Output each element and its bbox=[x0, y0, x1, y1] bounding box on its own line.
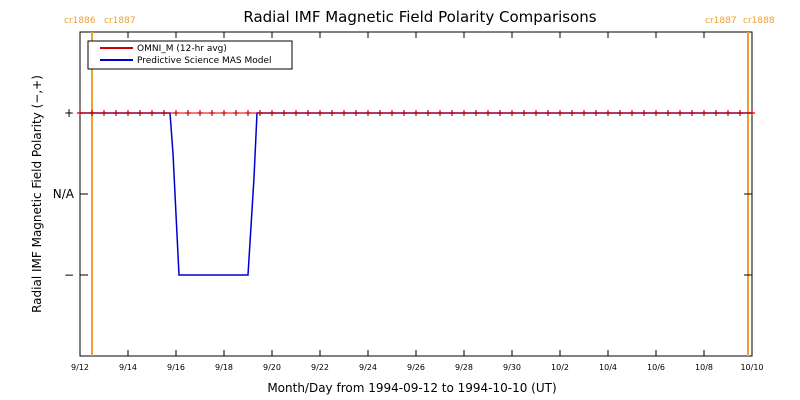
carrington-markers bbox=[91, 32, 749, 356]
omni-point bbox=[725, 110, 731, 116]
x-axis-ticks: 9/12 9/14 9/16 9/18 9/20 9/22 9/24 9/26 9/28 9/30… bbox=[71, 32, 764, 372]
omni-point bbox=[137, 110, 143, 116]
omni-point bbox=[653, 110, 659, 116]
x-tick-label: 9/14 bbox=[119, 363, 137, 372]
omni-point bbox=[689, 110, 695, 116]
omni-point bbox=[737, 110, 743, 116]
omni-point bbox=[485, 110, 491, 116]
legend-label-omni: OMNI_M (12-hr avg) bbox=[137, 44, 227, 54]
legend-box bbox=[87, 40, 293, 70]
omni-point bbox=[233, 110, 239, 116]
omni-point bbox=[581, 110, 587, 116]
omni-point bbox=[533, 110, 539, 116]
cr-marker-1-left-label: cr1886 bbox=[64, 16, 96, 26]
x-tick-label: 9/22 bbox=[311, 363, 329, 372]
omni-point bbox=[293, 110, 299, 116]
omni-point bbox=[473, 110, 479, 116]
omni-point bbox=[257, 110, 263, 116]
x-tick-label: 9/20 bbox=[263, 363, 281, 372]
omni-point bbox=[425, 110, 431, 116]
y-tick-label: + bbox=[64, 106, 74, 120]
x-tick-label: 9/24 bbox=[359, 363, 377, 372]
omni-point bbox=[629, 110, 635, 116]
cr-marker-2-left-label: cr1887 bbox=[705, 16, 737, 26]
omni-point bbox=[509, 110, 515, 116]
omni-point bbox=[593, 110, 599, 116]
x-tick-label: 9/30 bbox=[503, 363, 521, 372]
x-tick-label: 9/12 bbox=[71, 363, 89, 372]
x-tick-label: 10/4 bbox=[599, 363, 617, 372]
omni-point bbox=[665, 110, 671, 116]
omni-point bbox=[173, 110, 179, 116]
omni-point bbox=[245, 110, 251, 116]
omni-point bbox=[521, 110, 527, 116]
cr-marker-2-right-label: cr1888 bbox=[743, 16, 775, 26]
omni-point bbox=[125, 110, 131, 116]
chart-title: Radial IMF Magnetic Field Polarity Compa… bbox=[243, 8, 596, 26]
cr-marker-1-right-label: cr1887 bbox=[104, 16, 136, 26]
omni-point bbox=[77, 110, 83, 116]
y-tick-label: N/A bbox=[53, 187, 75, 201]
omni-point bbox=[617, 110, 623, 116]
omni-point bbox=[161, 110, 167, 116]
omni-point bbox=[401, 110, 407, 116]
x-tick-label: 10/6 bbox=[647, 363, 665, 372]
legend-label-mas: Predictive Science MAS Model bbox=[137, 56, 272, 66]
x-tick-label: 10/10 bbox=[740, 363, 763, 372]
omni-point bbox=[269, 110, 275, 116]
omni-point bbox=[677, 110, 683, 116]
omni-point bbox=[113, 110, 119, 116]
omni-point bbox=[209, 110, 215, 116]
legend: OMNI_M (12-hr avg) Predictive Science MA… bbox=[87, 40, 293, 70]
x-axis-label: Month/Day from 1994-09-12 to 1994-10-10 … bbox=[267, 381, 556, 395]
omni-point bbox=[341, 110, 347, 116]
omni-point bbox=[305, 110, 311, 116]
omni-point bbox=[713, 110, 719, 116]
omni-point bbox=[89, 110, 95, 116]
y-tick-label: − bbox=[64, 268, 74, 282]
omni-point bbox=[545, 110, 551, 116]
x-tick-label: 10/2 bbox=[551, 363, 569, 372]
omni-point bbox=[605, 110, 611, 116]
x-tick-label: 9/28 bbox=[455, 363, 473, 372]
omni-point bbox=[377, 110, 383, 116]
omni-point bbox=[497, 110, 503, 116]
omni-point bbox=[317, 110, 323, 116]
omni-point bbox=[641, 110, 647, 116]
omni-point bbox=[461, 110, 467, 116]
x-tick-label: 10/8 bbox=[695, 363, 713, 372]
x-tick-label: 9/26 bbox=[407, 363, 425, 372]
omni-point bbox=[449, 110, 455, 116]
omni-point bbox=[221, 110, 227, 116]
omni-point bbox=[353, 110, 359, 116]
x-tick-label: 9/18 bbox=[215, 363, 233, 372]
omni-point bbox=[389, 110, 395, 116]
y-axis-label: Radial IMF Magnetic Field Polarity (−,+) bbox=[30, 75, 44, 313]
series-line-mas-model bbox=[80, 112, 752, 276]
omni-point bbox=[329, 110, 335, 116]
omni-point bbox=[149, 110, 155, 116]
omni-point bbox=[281, 110, 287, 116]
omni-point bbox=[557, 110, 563, 116]
omni-point bbox=[197, 110, 203, 116]
omni-point bbox=[701, 110, 707, 116]
omni-point bbox=[749, 110, 755, 116]
omni-point bbox=[437, 110, 443, 116]
omni-point bbox=[365, 110, 371, 116]
plot-frame bbox=[79, 31, 753, 357]
y-axis-ticks: + N/A − bbox=[53, 106, 752, 282]
omni-point bbox=[101, 110, 107, 116]
omni-point bbox=[569, 110, 575, 116]
omni-point bbox=[413, 110, 419, 116]
x-tick-label: 9/16 bbox=[167, 363, 185, 372]
omni-point bbox=[185, 110, 191, 116]
series-group bbox=[77, 110, 755, 276]
